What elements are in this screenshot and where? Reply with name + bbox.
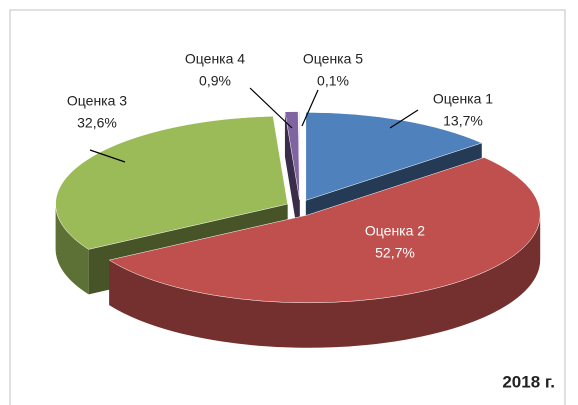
slice-value-label: 0,1% [317, 73, 349, 89]
slice-value-label: 52,7% [375, 245, 415, 261]
leader-line [249, 87, 293, 129]
slice-value-label: 32,6% [77, 115, 117, 131]
slice [298, 111, 301, 200]
slice-side [55, 204, 89, 295]
slice [108, 157, 541, 304]
slice-value-label: 13,7% [443, 113, 483, 129]
leader-line [89, 149, 126, 163]
slice-label: Оценка 5 [303, 51, 363, 67]
slice-label: Оценка 4 [185, 51, 245, 67]
slice-label: Оценка 2 [365, 223, 425, 239]
chart-frame [9, 9, 566, 405]
slice [284, 111, 300, 200]
slice-label: Оценка 3 [67, 93, 127, 109]
slice-value-label: 0,9% [199, 73, 231, 89]
chart-annotation: 2018 г. [502, 372, 555, 391]
slice [55, 116, 288, 250]
leader-line [301, 89, 319, 127]
slice-side [284, 111, 300, 245]
slice-side [109, 214, 541, 348]
leader-line [389, 109, 419, 129]
slice-label: Оценка 1 [433, 91, 493, 107]
